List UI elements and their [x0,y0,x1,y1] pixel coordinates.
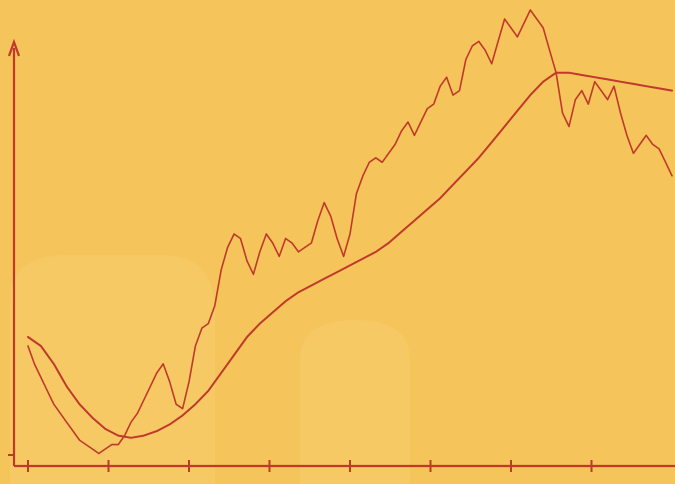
background-watermark [10,255,410,484]
moving-average-line [27,71,673,439]
series-lines [27,9,673,455]
axes [7,38,675,468]
watermark-shape [300,320,410,484]
price-line [27,9,673,455]
x-axis-ticks [27,460,593,472]
y-axis-arrow [7,38,21,57]
watermark-shape [10,255,215,484]
